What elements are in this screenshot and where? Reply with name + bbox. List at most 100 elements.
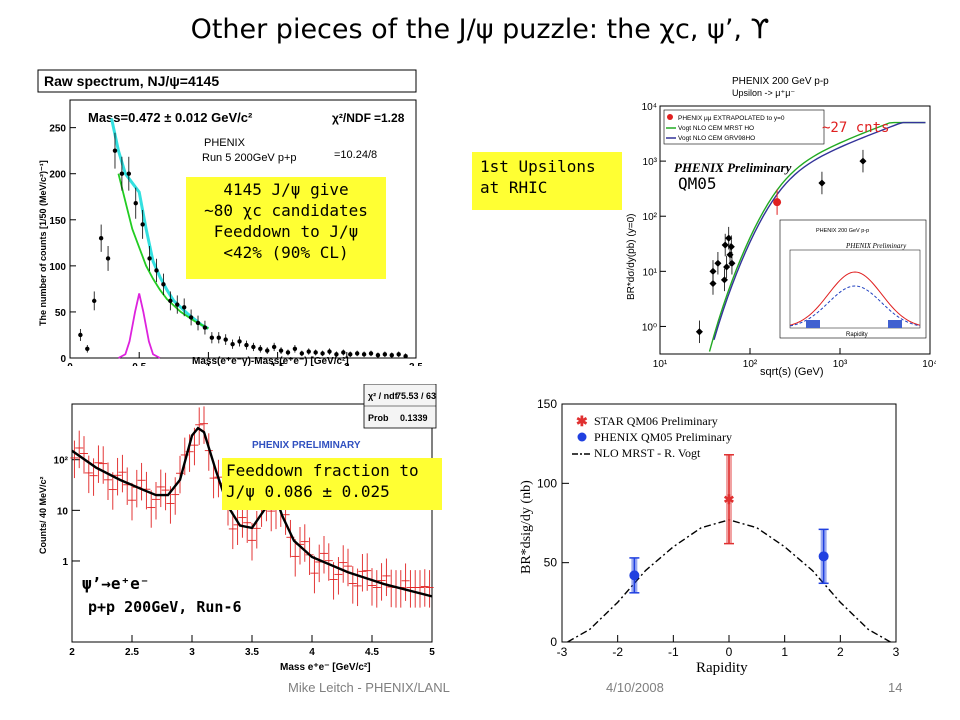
chic-data-point bbox=[341, 350, 346, 355]
chic-note-line-1: 4145 J/ψ give bbox=[223, 180, 349, 199]
rapidity-phenix-point-marker bbox=[629, 570, 640, 581]
chic-xtick-label: 1.5 bbox=[271, 362, 285, 366]
upsilon-world-point bbox=[727, 243, 735, 251]
chic-data-point bbox=[320, 351, 325, 356]
chic-data-point bbox=[251, 344, 256, 350]
chic-data-point bbox=[327, 349, 332, 354]
chic-data-point bbox=[161, 282, 166, 287]
psiprime-note-line-2: J/ψ 0.086 ± 0.025 bbox=[226, 482, 390, 501]
upsilon-inset-title: PHENIX 200 GeV p-p bbox=[816, 228, 869, 234]
chic-note-line-3: Feeddown to J/ψ bbox=[213, 222, 359, 241]
rapidity-phenix-point-marker bbox=[818, 551, 829, 562]
chic-ytick-label: 0 bbox=[60, 354, 66, 365]
upsilon-inset-frame bbox=[789, 249, 921, 329]
chic-data-point bbox=[313, 350, 318, 355]
chic-chi2-label: χ²/NDF bbox=[332, 111, 371, 125]
rapidity-xtick-label: -2 bbox=[612, 645, 623, 659]
upsilon-world-point bbox=[720, 276, 728, 284]
chic-data-point bbox=[278, 348, 284, 353]
upsilon-xlabel: sqrt(s) (GeV) bbox=[760, 366, 824, 378]
upsilon-inset-curve-red bbox=[789, 271, 921, 326]
chic-data-point bbox=[292, 346, 298, 351]
chic-data-point bbox=[202, 325, 208, 330]
rapidity-xtick-label: 1 bbox=[781, 645, 788, 659]
chic-data-point bbox=[375, 353, 381, 358]
upsilon-inset-preliminary: PHENIX Preliminary bbox=[845, 242, 907, 250]
footer-page-number: 14 bbox=[888, 680, 903, 695]
chic-data-point bbox=[237, 339, 242, 344]
rapidity-xtick-label: 2 bbox=[837, 645, 844, 659]
chic-note-line-4: <42% (90% CL) bbox=[223, 243, 349, 262]
chic-data-point bbox=[195, 320, 201, 326]
psiprime-xtick-label: 3 bbox=[189, 647, 195, 658]
chic-data-point bbox=[175, 302, 180, 307]
psiprime-panel: χ² / ndf 75.53 / 63 Prob 0.1339 PHENIX P… bbox=[30, 383, 440, 676]
upsilon-note-line-1: 1st Upsilons bbox=[480, 157, 596, 176]
psiprime-note: Feeddown fraction to J/ψ 0.086 ± 0.025 bbox=[222, 458, 442, 510]
chic-xtick-label: 0.5 bbox=[132, 362, 146, 366]
rapidity-ytick-label: 0 bbox=[550, 635, 557, 649]
chic-xlabel: Mass(e⁺e⁻γ)-Mass(e⁺e⁻) [GeV/c²] bbox=[192, 356, 349, 366]
rapidity-xtick-label: -3 bbox=[557, 645, 568, 659]
chic-ylabel: The number of counts [1/50 (MeV/c²)⁻¹] bbox=[38, 160, 48, 326]
chic-xtick-label: 2 bbox=[344, 362, 350, 366]
psiprime-chi2-value: 75.53 / 63 bbox=[396, 391, 436, 401]
upsilon-inset-band-right bbox=[888, 320, 902, 328]
upsilon-xtick-label: 10⁴ bbox=[922, 359, 936, 370]
psiprime-ytick-label: 1 bbox=[62, 557, 68, 568]
upsilon-preliminary: PHENIX Preliminary bbox=[674, 160, 792, 175]
rapidity-xlabel: Rapidity bbox=[696, 660, 748, 676]
chic-mass-label: Mass=0.472 ± 0.012 GeV/c² bbox=[88, 110, 253, 125]
chic-data-point bbox=[140, 222, 145, 227]
chic-data-point bbox=[133, 201, 138, 206]
upsilon-inset-band-left bbox=[806, 320, 820, 328]
psiprime-xtick-label: 4 bbox=[309, 647, 315, 658]
upsilon-grv-curve bbox=[713, 121, 926, 340]
chic-data-point bbox=[112, 148, 118, 153]
chic-signal-fit-line bbox=[118, 293, 161, 359]
upsilon-world-point bbox=[709, 280, 717, 288]
chic-ytick-label: 250 bbox=[49, 124, 66, 135]
chic-xtick-label: 1 bbox=[206, 362, 212, 366]
chic-data-point bbox=[306, 349, 311, 354]
upsilon-counts-label: ~27 cnts bbox=[822, 120, 890, 136]
chic-data-point bbox=[168, 298, 173, 304]
upsilon-ytick-label: 10³ bbox=[643, 157, 658, 168]
chic-xtick-label: 2.5 bbox=[409, 362, 422, 366]
chic-header: Raw spectrum, NJ/ψ=4145 bbox=[44, 73, 219, 89]
chic-chi2-value: =1.28 bbox=[374, 111, 405, 125]
chic-ytick-label: 150 bbox=[49, 216, 66, 227]
upsilon-note: 1st Upsilons at RHIC bbox=[472, 152, 622, 210]
chic-data-point bbox=[154, 268, 159, 273]
chic-data-point bbox=[265, 348, 270, 353]
upsilon-legend-3: Vogt NLO CEM GRV98HO bbox=[678, 135, 755, 142]
psiprime-chi2-label: χ² / ndf bbox=[368, 391, 399, 401]
psiprime-ylabel: Counts/ 40 MeV/c² bbox=[38, 476, 48, 554]
upsilon-ytick-label: 10² bbox=[643, 212, 658, 223]
rapidity-ylabel: BR*dsig/dy (nb) bbox=[519, 480, 534, 574]
chic-data-point bbox=[396, 352, 401, 357]
rapidity-chart: ✱ STAR QM06 Preliminary PHENIX QM05 Prel… bbox=[519, 397, 900, 676]
chic-data-point bbox=[334, 352, 339, 357]
chic-data-point bbox=[126, 171, 132, 176]
chic-data-point bbox=[258, 346, 263, 351]
chic-data-point bbox=[188, 315, 194, 320]
chic-data-point bbox=[348, 352, 353, 357]
rapidity-ytick-label: 50 bbox=[544, 556, 558, 570]
upsilon-note-line-2: at RHIC bbox=[480, 178, 548, 197]
psiprime-xtick-label: 3.5 bbox=[245, 647, 259, 658]
upsilon-ylabel: BR*dσ/dy(pb) (y=0) bbox=[626, 214, 637, 300]
chic-data-point bbox=[354, 351, 360, 356]
chic-data-point bbox=[105, 256, 111, 261]
psiprime-xtick-label: 5 bbox=[429, 647, 435, 658]
psiprime-xtick-label: 4.5 bbox=[365, 647, 379, 658]
chic-chi2-detail: =10.24/8 bbox=[334, 149, 377, 161]
upsilon-xtick-label: 10² bbox=[743, 359, 758, 370]
chic-phenix-label: PHENIX bbox=[204, 137, 246, 149]
upsilon-header: PHENIX 200 GeV p-p bbox=[732, 76, 829, 87]
upsilon-xtick-label: 10¹ bbox=[653, 359, 668, 370]
psiprime-prob-label: Prob bbox=[368, 413, 389, 423]
footer-author: Mike Leitch - PHENIX/LANL bbox=[288, 680, 450, 695]
psiprime-chart: χ² / ndf 75.53 / 63 Prob 0.1339 PHENIX P… bbox=[38, 383, 437, 673]
rapidity-panel: ✱ STAR QM06 Preliminary PHENIX QM05 Prel… bbox=[510, 396, 906, 678]
